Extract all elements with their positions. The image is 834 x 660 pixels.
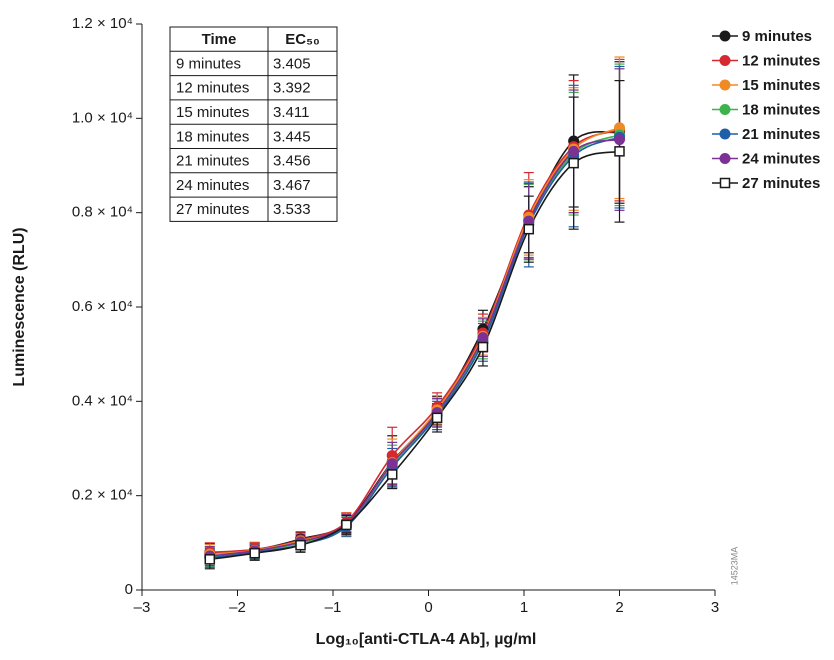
- marker: [431, 412, 443, 424]
- table-cell: 15 minutes: [176, 104, 249, 121]
- table-cell: 27 minutes: [176, 201, 249, 218]
- y-tick-label: 1.2 × 10⁴: [72, 15, 133, 32]
- x-tick-label: 0: [424, 599, 432, 616]
- y-axis-title: Luminescence (RLU): [11, 227, 28, 386]
- legend-label: 15 minutes: [742, 77, 820, 94]
- marker: [477, 332, 489, 344]
- marker: [386, 458, 398, 470]
- marker: [295, 539, 306, 551]
- y-tick-label: 1.0 × 10⁴: [72, 109, 133, 126]
- marker: [614, 146, 625, 157]
- y-tick-label: 0: [125, 581, 133, 598]
- table-header: Time: [202, 31, 237, 48]
- table-cell: 3.456: [273, 153, 311, 170]
- x-tick-label: 3: [711, 599, 719, 616]
- table-header: EC₅₀: [285, 31, 319, 48]
- marker: [523, 223, 535, 235]
- marker: [341, 519, 352, 531]
- marker: [614, 134, 625, 146]
- marker: [249, 547, 260, 559]
- x-tick-label: –2: [229, 599, 246, 616]
- marker: [523, 215, 535, 227]
- legend-label: 21 minutes: [742, 126, 820, 143]
- marker: [568, 145, 580, 157]
- table-cell: 9 minutes: [176, 55, 241, 72]
- marker: [568, 157, 579, 169]
- table-cell: 12 minutes: [176, 80, 249, 97]
- legend-marker: [719, 79, 731, 91]
- legend-marker: [719, 104, 731, 115]
- legend-marker: [719, 30, 731, 42]
- marker: [204, 554, 216, 565]
- table-cell: 3.411: [273, 104, 309, 121]
- y-tick-label: 0.2 × 10⁴: [72, 487, 133, 504]
- table-cell: 3.533: [273, 201, 311, 218]
- table-cell: 18 minutes: [176, 128, 249, 145]
- x-tick-label: 2: [615, 599, 623, 616]
- table-cell: 24 minutes: [176, 177, 249, 194]
- table-cell: 3.392: [273, 80, 311, 97]
- curve: [209, 150, 620, 561]
- y-tick-label: 0.6 × 10⁴: [72, 298, 133, 315]
- x-tick-label: –3: [134, 599, 151, 616]
- table-cell: 3.445: [273, 128, 311, 145]
- y-tick-label: 0.8 × 10⁴: [72, 204, 133, 221]
- x-tick-label: –1: [325, 599, 342, 616]
- table-cell: 3.467: [273, 177, 311, 194]
- y-tick-label: 0.4 × 10⁴: [72, 392, 133, 409]
- legend-marker: [719, 55, 731, 66]
- legend-marker: [719, 128, 731, 140]
- marker: [477, 341, 489, 353]
- x-axis-title: Log₁₀[anti-CTLA-4 Ab], µg/ml: [316, 631, 537, 648]
- legend-marker: [719, 177, 731, 189]
- table-cell: 21 minutes: [176, 153, 249, 170]
- legend-label: 27 minutes: [742, 175, 820, 192]
- legend-label: 9 minutes: [742, 28, 812, 45]
- legend-marker: [719, 153, 731, 164]
- legend-label: 24 minutes: [742, 150, 820, 167]
- watermark: 14523MA: [729, 547, 739, 586]
- marker: [386, 469, 398, 480]
- table-cell: 3.405: [273, 55, 311, 72]
- x-tick-label: 1: [520, 599, 528, 616]
- legend-label: 18 minutes: [742, 101, 820, 118]
- legend-label: 12 minutes: [742, 52, 820, 69]
